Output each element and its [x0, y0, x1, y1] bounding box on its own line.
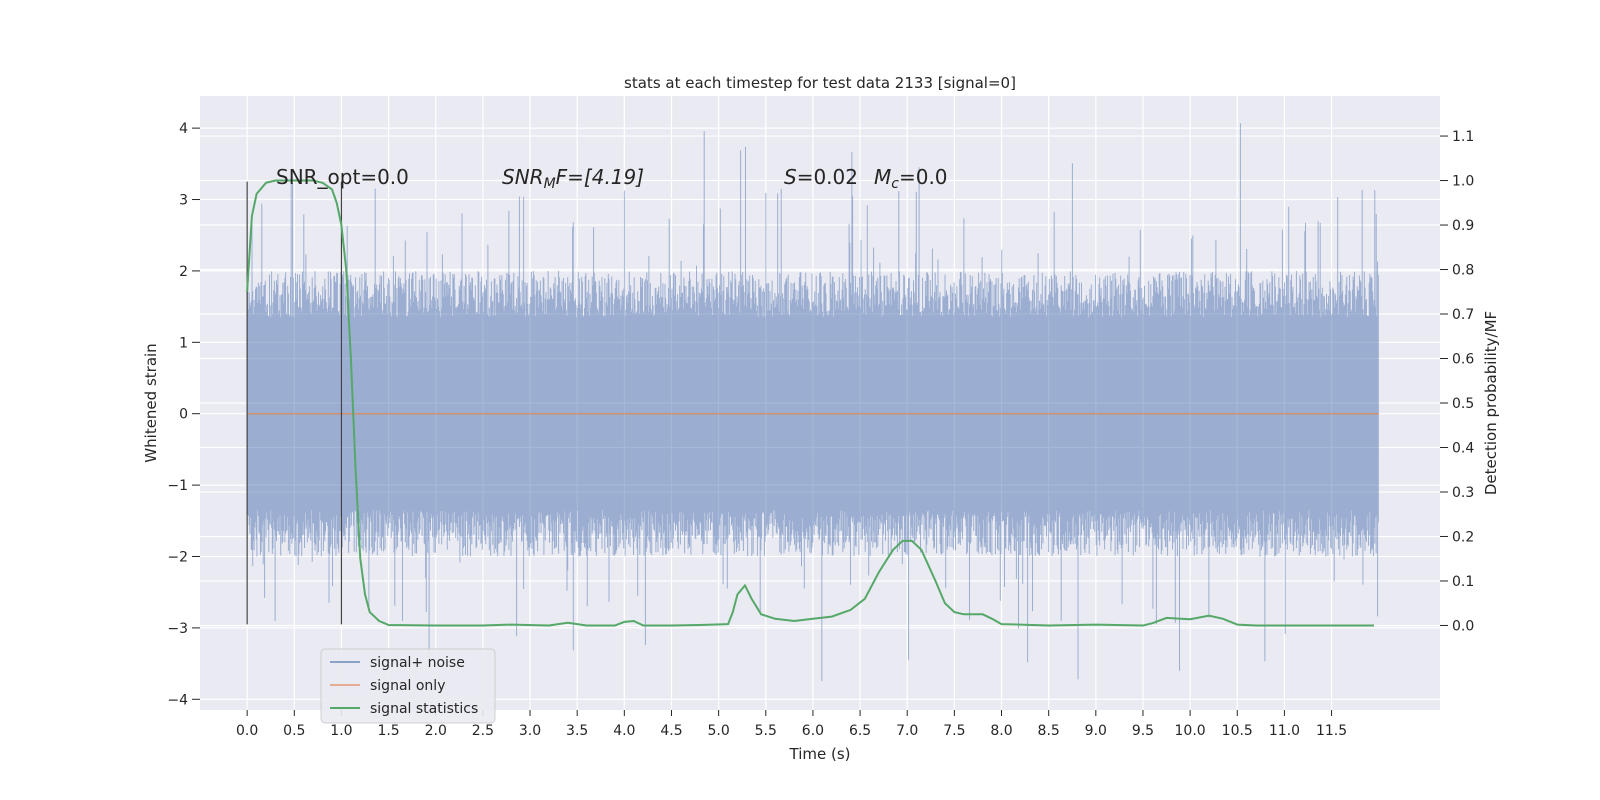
x-tick-label: 10.0	[1175, 723, 1206, 739]
s-label: S	[784, 165, 797, 189]
x-tick-label: 0.0	[236, 723, 258, 739]
x-tick-label: 9.5	[1132, 723, 1154, 739]
s-value: =0.02	[797, 165, 858, 189]
chart-title: stats at each timestep for test data 213…	[624, 74, 1016, 92]
x-tick-label: 1.5	[377, 723, 399, 739]
y-tick-label: −2	[167, 550, 188, 566]
annotation-s-mc: S=0.02 Mc=0.0	[784, 165, 948, 192]
y2-axis-label: Detection probability/MF	[1482, 311, 1500, 495]
y-tick-label: −3	[167, 621, 188, 637]
y2-tick-label: 0.7	[1452, 307, 1474, 323]
x-tick-label: 2.0	[425, 723, 447, 739]
annotation-snr-mf: SNRMF=[4.19]	[502, 165, 644, 192]
y-tick-label: 0	[179, 407, 188, 423]
series-signal-statistics	[246, 179, 1374, 627]
x-tick-label: 3.0	[519, 723, 541, 739]
x-tick-label: 11.5	[1316, 723, 1347, 739]
mc-sub: c	[891, 176, 899, 192]
y-tick-labels: 4 3 2 1 0 −1 −2 −3 −4	[167, 121, 200, 708]
y-tick-label: 3	[179, 193, 188, 209]
x-tick-label: 0.5	[283, 723, 305, 739]
snr-mf-pre: SNR	[502, 165, 544, 189]
y2-tick-label: 0.6	[1452, 352, 1474, 368]
snr-mf-sub: M	[544, 176, 556, 192]
y2-tick-label: 0.9	[1452, 218, 1474, 234]
y2-tick-label: 1.0	[1452, 174, 1474, 190]
legend: signal+ noise signal only signal statist…	[320, 648, 496, 724]
legend-label-signal-statistics: signal statistics	[370, 701, 478, 717]
x-tick-label: 1.0	[330, 723, 352, 739]
x-tick-label: 11.0	[1269, 723, 1300, 739]
y2-tick-label: 0.0	[1452, 618, 1474, 634]
mc-label: M	[874, 165, 891, 189]
x-tick-label: 5.0	[707, 723, 729, 739]
mc-value: =0.0	[899, 165, 948, 189]
x-tick-label: 2.5	[472, 723, 494, 739]
x-tick-labels: 0.0 0.5 1.0 1.5 2.0 2.5 3.0 3.5 4.0 4.5 5.0 5.5 6.0 6…	[236, 710, 1347, 739]
y-tick-label: −4	[167, 692, 188, 708]
y2-tick-label: 0.1	[1452, 574, 1474, 590]
y2-tick-labels: 1.1 1.0 0.9 0.8 0.7 0.6 0.5 0.4 0.3 0.2 0.1 0.0	[1440, 129, 1474, 634]
y2-tick-label: 0.4	[1452, 440, 1474, 456]
legend-box	[320, 648, 496, 724]
y2-tick-label: 1.1	[1452, 129, 1474, 145]
y2-tick-label: 0.8	[1452, 263, 1474, 279]
legend-label-signal-noise: signal+ noise	[370, 655, 465, 671]
x-tick-label: 8.0	[990, 723, 1012, 739]
snr-mf-post: F=[4.19]	[556, 165, 644, 189]
x-tick-label: 3.5	[566, 723, 588, 739]
y2-tick-label: 0.3	[1452, 485, 1474, 501]
x-tick-label: 5.5	[755, 723, 777, 739]
y-tick-label: 2	[179, 264, 188, 280]
x-tick-label: 7.0	[896, 723, 918, 739]
annotation-snr-opt: SNR_opt=0.0	[276, 165, 409, 189]
y-tick-label: 4	[179, 121, 188, 137]
vertical-markers	[246, 181, 343, 625]
y-tick-label: 1	[179, 335, 188, 351]
legend-label-signal-only: signal only	[370, 678, 445, 694]
x-tick-label: 8.5	[1038, 723, 1060, 739]
x-tick-label: 6.0	[802, 723, 824, 739]
x-tick-label: 10.5	[1222, 723, 1253, 739]
x-tick-label: 7.5	[943, 723, 965, 739]
x-tick-label: 6.5	[849, 723, 871, 739]
y-tick-label: −1	[167, 478, 188, 494]
x-tick-label: 9.0	[1085, 723, 1107, 739]
x-tick-label: 4.0	[613, 723, 635, 739]
x-tick-label: 4.5	[660, 723, 682, 739]
x-axis-label: Time (s)	[789, 745, 851, 763]
y2-tick-label: 0.2	[1452, 529, 1474, 545]
y2-tick-label: 0.5	[1452, 396, 1474, 412]
y-axis-label: Whitened strain	[142, 343, 160, 462]
